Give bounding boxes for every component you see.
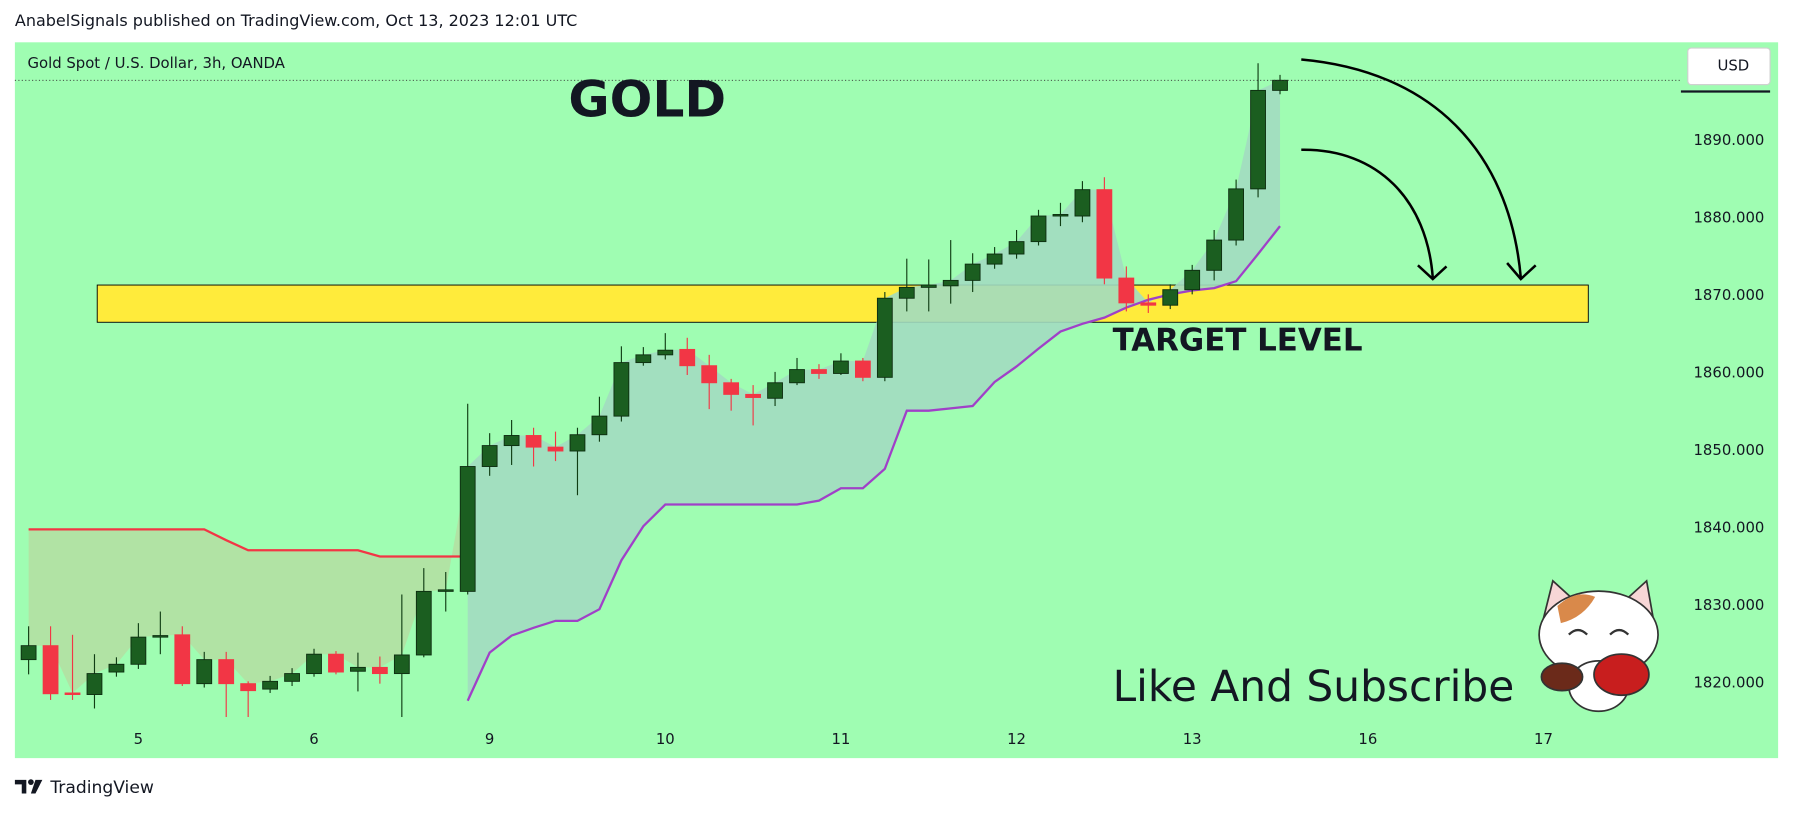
candle-body	[152, 635, 169, 638]
x-tick-label: 10	[656, 730, 675, 748]
y-tick-label: 1840.000	[1693, 519, 1764, 537]
candle-body	[525, 435, 542, 448]
candle-body	[64, 692, 81, 695]
candle-body	[745, 393, 761, 398]
candle-body	[1228, 188, 1244, 241]
candle-body	[1272, 79, 1288, 91]
arrows	[1301, 58, 1537, 281]
y-tick-label: 1860.000	[1693, 363, 1764, 381]
candle-body	[986, 253, 1003, 265]
arrow-short	[1301, 148, 1435, 278]
candle-body	[591, 415, 608, 436]
header: AnabelSignals published on TradingView.c…	[15, 11, 577, 30]
candle-body	[459, 466, 476, 592]
y-tick-label: 1850.000	[1693, 441, 1764, 459]
arrow-long	[1301, 58, 1523, 278]
x-tick-label: 9	[485, 730, 494, 748]
indicator-line	[466, 225, 1281, 702]
candle-body	[284, 673, 300, 682]
candle-body	[964, 263, 981, 281]
footer: TradingView	[49, 778, 154, 798]
candle-body	[920, 284, 937, 288]
x-tick-label: 17	[1534, 730, 1553, 748]
candle-body	[130, 636, 147, 665]
candle-body	[679, 348, 696, 367]
candle-body	[811, 369, 827, 374]
candle-body	[942, 279, 959, 287]
candle-body	[833, 360, 849, 374]
candle-body	[657, 349, 674, 356]
candle-body	[1140, 302, 1157, 306]
x-tick-label: 6	[309, 730, 318, 748]
cat-sticker	[1538, 579, 1659, 713]
y-tick-label: 1870.000	[1693, 286, 1764, 304]
candle-body	[1096, 189, 1113, 279]
currency-box[interactable]	[1687, 47, 1771, 86]
candle-body	[42, 645, 59, 695]
candle-body	[789, 369, 805, 384]
annotation-subscribe: Like And Subscribe	[1113, 662, 1515, 711]
arrow-head	[1417, 264, 1448, 281]
candle-body	[240, 683, 257, 692]
candle-body	[306, 653, 322, 675]
y-tick-label: 1880.000	[1693, 208, 1764, 226]
candle-body	[854, 360, 871, 378]
candle-body	[1030, 215, 1047, 243]
indicator-line	[28, 528, 468, 558]
x-tick-label: 5	[134, 730, 143, 748]
candle-body	[503, 435, 520, 447]
annotation-target: TARGET LEVEL	[1113, 322, 1363, 358]
candle-body	[701, 365, 718, 384]
candle-body	[350, 666, 366, 672]
candle-body	[218, 659, 235, 685]
candle-body	[174, 634, 191, 685]
candle-body	[767, 382, 783, 399]
candle-body	[108, 663, 125, 673]
x-tick-label: 16	[1358, 730, 1377, 748]
x-tick-label: 12	[1007, 730, 1026, 748]
footer-logo	[14, 779, 43, 794]
candle-body	[415, 590, 432, 656]
candle-body	[393, 654, 410, 675]
candle-body	[1184, 269, 1201, 291]
candle-body	[1118, 277, 1135, 304]
y-tick-label: 1830.000	[1693, 596, 1764, 614]
target-zone	[96, 284, 1589, 323]
candle-body	[1162, 289, 1179, 306]
candle-body	[328, 653, 344, 673]
candle-body	[613, 362, 630, 417]
candle-body	[1008, 241, 1025, 255]
candle-body	[876, 297, 893, 378]
candle-body	[569, 434, 586, 452]
indicator-cloud	[467, 80, 1281, 701]
symbol-title: Gold Spot / U.S. Dollar, 3h, OANDA	[27, 54, 285, 72]
candle-body	[262, 680, 279, 690]
candle-body	[1074, 189, 1091, 217]
plot: 1820.000 1830.000 1840.000 1850.000 1860.000…	[14, 63, 1764, 748]
currency: USD	[1718, 56, 1750, 74]
x-tick-label: 13	[1183, 730, 1202, 748]
x-tick-label: 11	[831, 730, 850, 748]
candle-body	[898, 286, 915, 299]
candle-body	[723, 382, 740, 395]
candle-body	[547, 446, 564, 452]
arrow-head	[1506, 262, 1537, 281]
candle-body	[635, 354, 652, 364]
candle-body	[371, 666, 388, 675]
y-tick-label: 1890.000	[1693, 131, 1764, 149]
candle-body	[1052, 214, 1069, 217]
y-tick-label: 1820.000	[1693, 674, 1764, 692]
candle-body	[1206, 239, 1223, 271]
candle-body	[481, 445, 498, 467]
candle-body	[196, 659, 213, 685]
candle-body	[20, 645, 37, 661]
annotation-gold: GOLD	[568, 69, 726, 128]
candle-body	[1250, 89, 1266, 190]
candle-body	[437, 589, 454, 592]
candle-body	[86, 673, 103, 695]
